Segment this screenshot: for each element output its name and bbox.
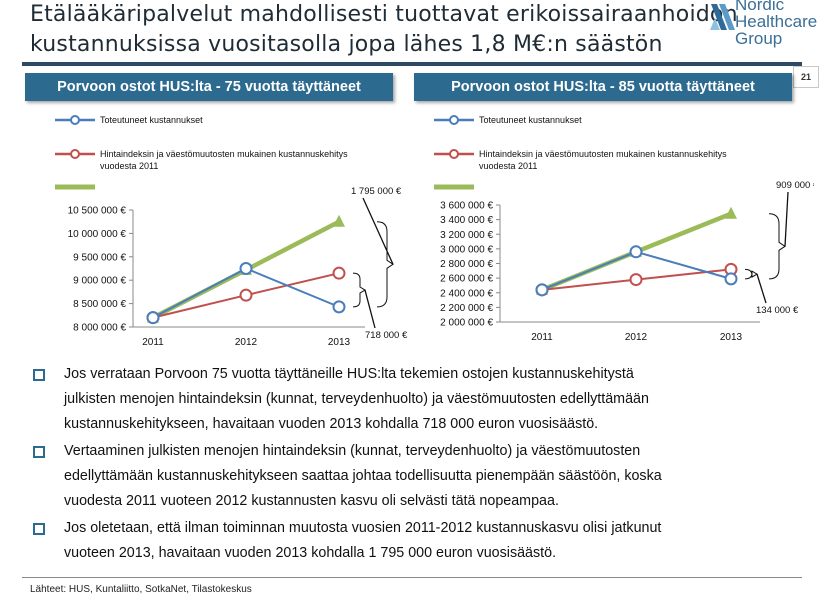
- series-green-point: [333, 214, 345, 227]
- legend-label-red-line2: vuodesta 2011: [100, 161, 158, 171]
- nhg-logo: Nordic Healthcare Group: [707, 0, 817, 56]
- y-tick-label: 10 500 000 €: [68, 206, 127, 217]
- y-tick-label: 2 000 000 €: [440, 318, 493, 329]
- annotation-large-arrow: [784, 191, 789, 247]
- y-tick-label: 8 000 000 €: [73, 323, 126, 334]
- series-red-point: [239, 288, 253, 302]
- x-tick-label: 2011: [531, 332, 553, 343]
- logo-mark-icon: [710, 4, 735, 30]
- y-tick-label: 10 000 000 €: [68, 229, 127, 240]
- bullet-list: Jos verrataan Porvoon 75 vuotta täyttäne…: [30, 362, 800, 568]
- legend-label-red-line1: Hintaindeksin ja väestömuutosten mukaine…: [100, 149, 348, 159]
- annotation-large-arrow: [362, 197, 394, 265]
- y-tick-label: 2 800 000 €: [440, 259, 493, 270]
- y-tick-label: 3 600 000 €: [440, 201, 493, 212]
- y-tick-label: 8 500 000 €: [73, 299, 126, 310]
- annotation-large: 909 000 €: [776, 180, 814, 191]
- page-number: 21: [793, 66, 819, 88]
- bullet-square-icon: [33, 369, 45, 381]
- bullet-line: julkisten menojen hintaindeksin (kunnat,…: [64, 391, 649, 407]
- bullet-line: kustannuskehitykseen, havaitaan vuoden 2…: [64, 416, 599, 432]
- y-tick-label: 3 400 000 €: [440, 215, 493, 226]
- bullet-square-icon: [33, 523, 45, 535]
- title-line-2: kustannuksissa vuositasolla jopa lähes 1…: [30, 32, 663, 57]
- y-tick-label: 9 000 000 €: [73, 276, 126, 287]
- x-tick-label: 2013: [720, 332, 743, 343]
- series-blue-point: [146, 311, 160, 325]
- bullet-line: Vertaaminen julkisten menojen hintaindek…: [64, 443, 641, 459]
- footer-rule: [22, 577, 802, 578]
- chart-1-title: Porvoon ostot HUS:lta - 75 vuotta täyttä…: [25, 73, 393, 101]
- annotation-large: 1 795 000 €: [351, 186, 402, 197]
- bullet-square-icon: [33, 446, 45, 458]
- series-red-point: [332, 266, 346, 280]
- annotation-small-arrow: [756, 273, 767, 304]
- source-footer: Lähteet: HUS, Kuntaliitto, SotkaNet, Til…: [30, 584, 252, 595]
- bullet-line: edellyttämään kustannuskehitykseen saatt…: [64, 468, 662, 484]
- legend-marker-blue: [449, 115, 459, 125]
- x-tick-label: 2013: [328, 337, 351, 348]
- brace-large: [768, 213, 786, 280]
- annotation-small: 718 000 €: [365, 330, 408, 341]
- bullet-item: Vertaaminen julkisten menojen hintaindek…: [30, 439, 800, 514]
- logo-line-3: Group: [735, 29, 783, 48]
- bullet-line: vuoteen 2013, havaitaan vuoden 2013 kohd…: [64, 545, 557, 561]
- annotation-small: 134 000 €: [756, 305, 799, 316]
- legend-marker-red: [449, 149, 459, 159]
- y-tick-label: 3 000 000 €: [440, 244, 493, 255]
- y-tick-label: 2 400 000 €: [440, 288, 493, 299]
- y-tick-label: 2 200 000 €: [440, 303, 493, 314]
- slide-title: Etälääkäripalvelut mahdollisesti tuottav…: [30, 0, 738, 60]
- x-tick-label: 2012: [625, 332, 648, 343]
- legend-marker-blue: [70, 115, 80, 125]
- title-line-1: Etälääkäripalvelut mahdollisesti tuottav…: [30, 2, 738, 27]
- y-tick-label: 3 200 000 €: [440, 230, 493, 241]
- legend-marker-red: [70, 149, 80, 159]
- chart-1: 8 000 000 € 8 500 000 € 9 000 000 € 9 500 0…: [55, 115, 408, 348]
- series-red-point: [629, 273, 643, 287]
- title-rule: [22, 62, 802, 66]
- legend-label-blue: Toteutuneet kustannukset: [100, 115, 203, 125]
- series-blue-point: [535, 283, 549, 297]
- series-blue-point: [724, 272, 738, 286]
- y-tick-label: 2 600 000 €: [440, 274, 493, 285]
- y-tick-label: 9 500 000 €: [73, 252, 126, 263]
- brace-small: [352, 272, 366, 308]
- bullet-item: Jos oletetaan, että ilman toiminnan muut…: [30, 516, 800, 566]
- bullet-line: Jos verrataan Porvoon 75 vuotta täyttäne…: [64, 366, 634, 382]
- legend-label-blue: Toteutuneet kustannukset: [479, 115, 582, 125]
- brace-small: [744, 268, 758, 280]
- bullet-item: Jos verrataan Porvoon 75 vuotta täyttäne…: [30, 362, 800, 437]
- series-blue-point: [629, 245, 643, 259]
- series-blue-point: [332, 300, 346, 314]
- annotation-small-arrow: [364, 289, 376, 329]
- series-green-point: [725, 206, 737, 219]
- x-tick-label: 2012: [235, 337, 258, 348]
- x-tick-label: 2011: [142, 337, 164, 348]
- legend-label-red-line2: vuodesta 2011: [479, 161, 537, 171]
- series-blue-point: [239, 262, 253, 275]
- logo-line-2: Healthcare: [735, 12, 818, 31]
- bullet-line: vuodesta 2011 vuoteen 2012 kustannusten …: [64, 493, 559, 509]
- legend-label-red-line1: Hintaindeksin ja väestömuutosten mukaine…: [479, 149, 727, 159]
- chart-2: 2 000 000 € 2 200 000 € 2 400 000 € 2 600 0…: [434, 115, 814, 343]
- chart-2-title: Porvoon ostot HUS:lta - 85 vuotta täyttä…: [414, 73, 792, 101]
- bullet-line: Jos oletetaan, että ilman toiminnan muut…: [64, 520, 662, 536]
- logo-line-1: Nordic: [735, 0, 785, 14]
